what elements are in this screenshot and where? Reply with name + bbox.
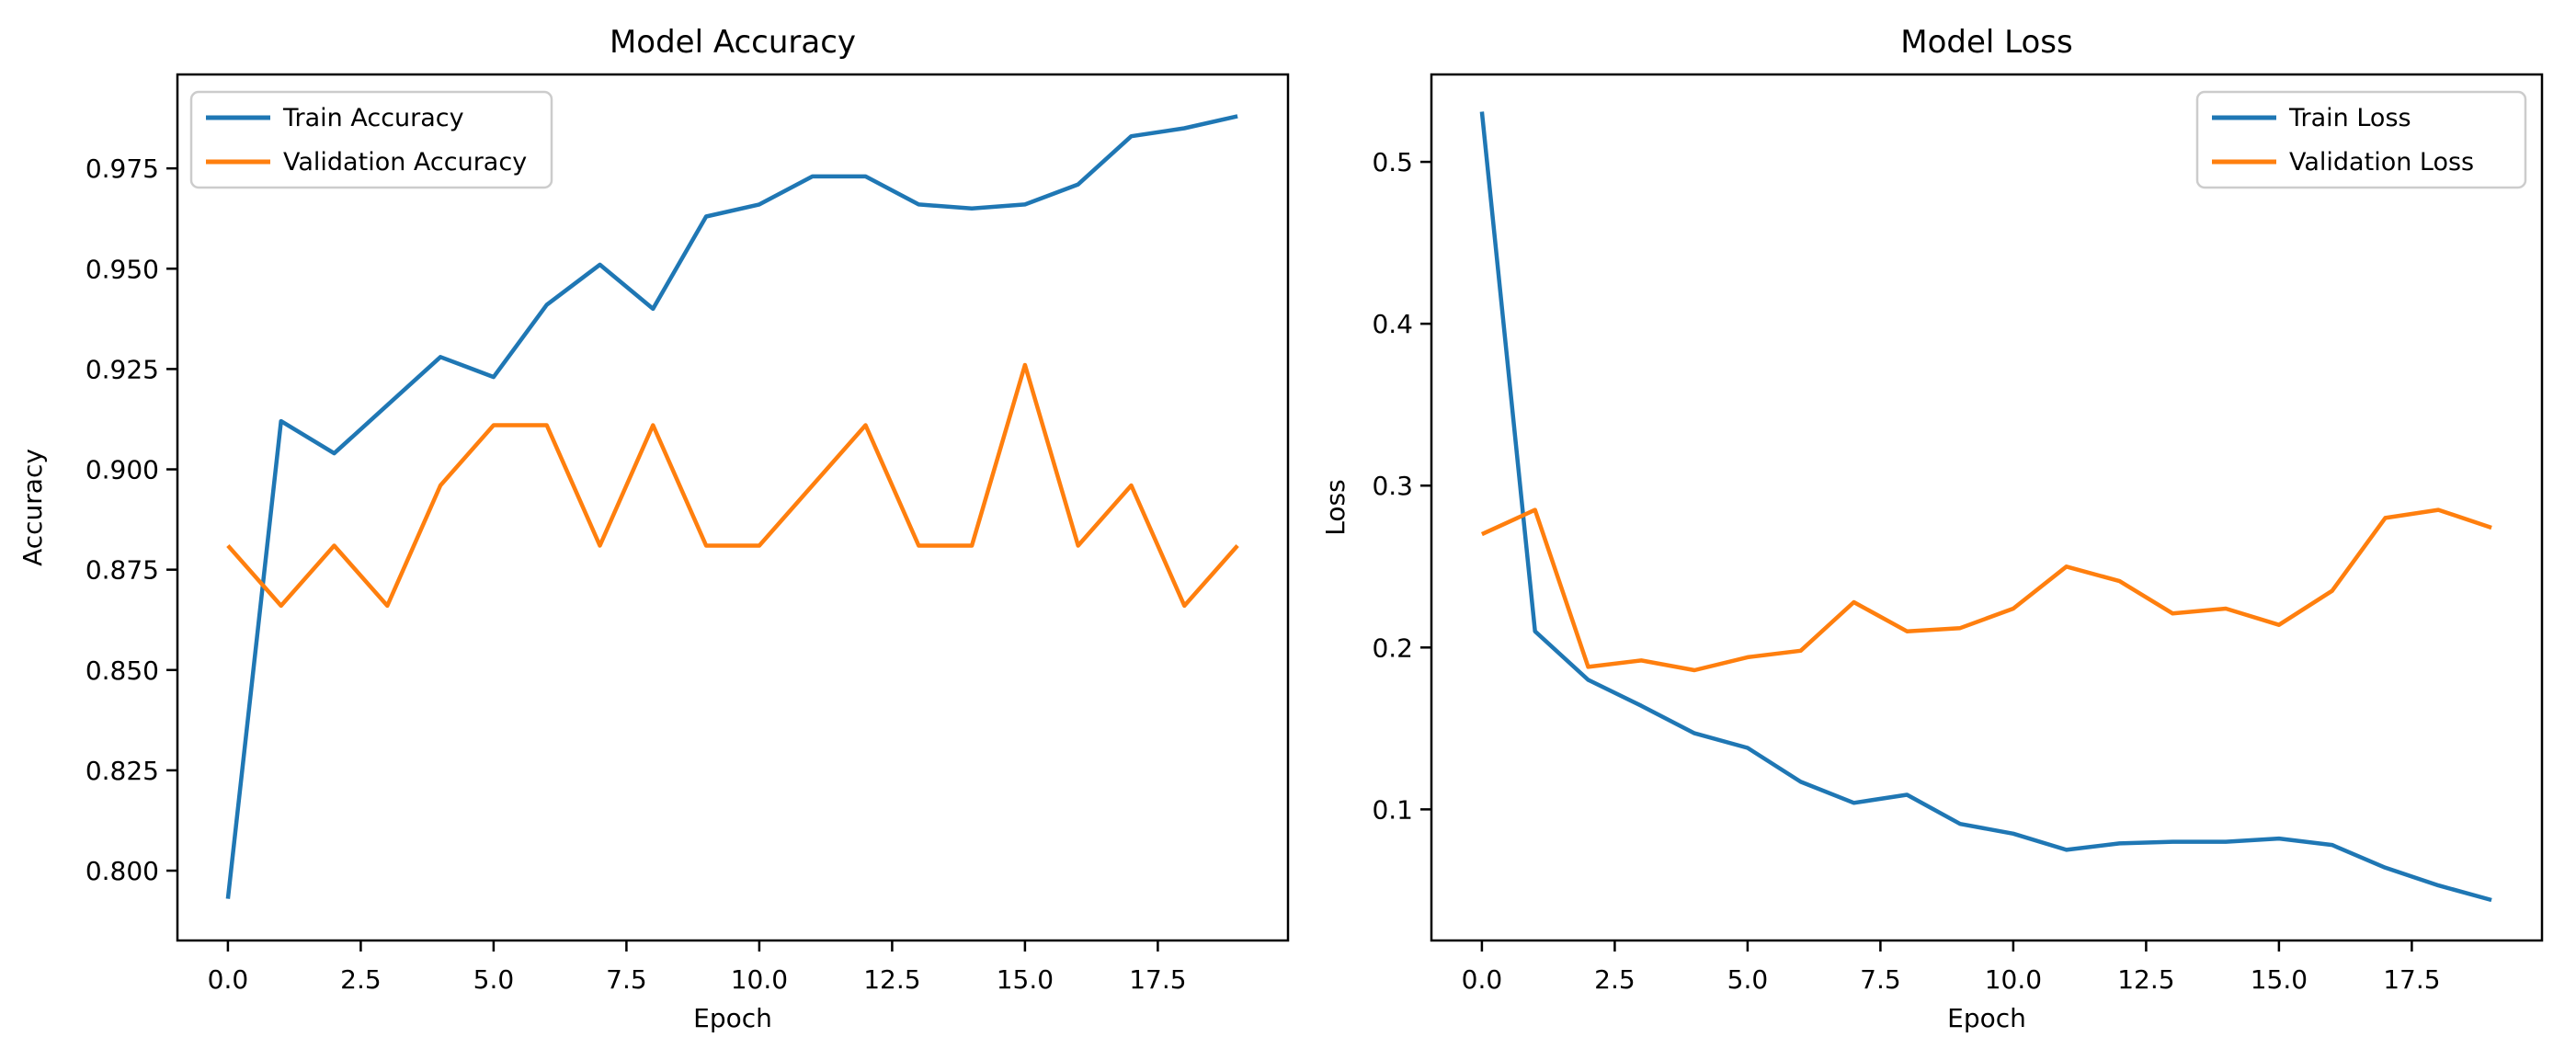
x-tick-label: 12.5 bbox=[863, 964, 920, 995]
loss-x-axis-label: Epoch bbox=[1947, 1003, 2026, 1033]
x-tick-label: 0.0 bbox=[208, 964, 249, 995]
legend-box bbox=[189, 90, 553, 189]
x-tick-label: 2.5 bbox=[1594, 964, 1636, 995]
accuracy-x-axis-label: Epoch bbox=[693, 1003, 772, 1033]
axes-frame bbox=[1430, 73, 2544, 942]
x-tick-label: 17.5 bbox=[2383, 964, 2440, 995]
legend-label: Train Accuracy bbox=[282, 104, 464, 132]
x-tick-label: 0.0 bbox=[1462, 964, 1503, 995]
y-tick-label: 0.2 bbox=[1372, 633, 1413, 663]
y-tick-label: 0.4 bbox=[1372, 309, 1413, 339]
y-tick-label: 0.3 bbox=[1372, 471, 1413, 501]
accuracy-chart-title: Model Accuracy bbox=[610, 24, 856, 61]
y-tick-label: 0.850 bbox=[85, 655, 159, 686]
series-line-validation-loss bbox=[1480, 507, 2492, 673]
accuracy-y-axis-label: Accuracy bbox=[17, 449, 48, 566]
loss-chart: Model Loss Loss Epoch 0.0 2.5 5.0 7.5 10.0 12… bbox=[1320, 24, 2544, 1033]
series-line-train-accuracy bbox=[225, 114, 1238, 899]
legend-label: Train Loss bbox=[2288, 104, 2411, 132]
loss-plot-area: 0.0 2.5 5.0 7.5 10.0 12.5 15.0 17.5 0.1 0.2 0.3 0.4… bbox=[1372, 73, 2544, 995]
x-tick-label: 12.5 bbox=[2117, 964, 2174, 995]
legend-label: Validation Accuracy bbox=[283, 148, 527, 177]
x-tick-label: 7.5 bbox=[1860, 964, 1901, 995]
axes-frame bbox=[176, 73, 1290, 942]
x-tick-label: 7.5 bbox=[606, 964, 647, 995]
y-tick-label: 0.800 bbox=[85, 856, 159, 886]
x-tick-label: 2.5 bbox=[340, 964, 382, 995]
y-tick-label: 0.950 bbox=[85, 254, 159, 284]
y-tick-label: 0.975 bbox=[85, 154, 159, 184]
series-line-validation-accuracy bbox=[226, 362, 1239, 609]
y-tick-label: 0.1 bbox=[1372, 794, 1413, 825]
accuracy-plot-area: 0.0 2.5 5.0 7.5 10.0 12.5 15.0 17.5 0.800 0.825 0.… bbox=[85, 73, 1290, 995]
x-tick-label: 5.0 bbox=[473, 964, 515, 995]
loss-chart-title: Model Loss bbox=[1900, 24, 2072, 61]
y-tick-label: 0.825 bbox=[85, 756, 159, 786]
series-line-train-loss bbox=[1479, 111, 2492, 903]
x-tick-label: 15.0 bbox=[997, 964, 1054, 995]
loss-y-axis-label: Loss bbox=[1320, 479, 1351, 535]
x-tick-label: 15.0 bbox=[2251, 964, 2308, 995]
legend-box bbox=[2195, 90, 2527, 189]
y-tick-label: 0.5 bbox=[1372, 147, 1413, 177]
accuracy-chart: Model Accuracy Accuracy Epoch 0.0 2.5 5.0 7… bbox=[17, 24, 1290, 1033]
x-tick-label: 17.5 bbox=[1129, 964, 1186, 995]
x-tick-label: 5.0 bbox=[1727, 964, 1769, 995]
x-tick-label: 10.0 bbox=[1985, 964, 2042, 995]
legend-label: Validation Loss bbox=[2289, 148, 2474, 177]
y-tick-label: 0.925 bbox=[85, 354, 159, 384]
x-tick-label: 10.0 bbox=[731, 964, 788, 995]
y-tick-label: 0.875 bbox=[85, 555, 159, 586]
y-tick-label: 0.900 bbox=[85, 455, 159, 485]
